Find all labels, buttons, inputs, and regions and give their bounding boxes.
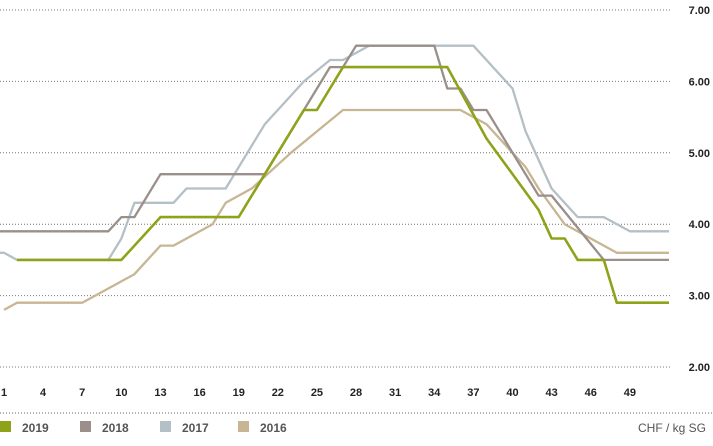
x-tick-label: 19 xyxy=(233,387,245,399)
legend: 2019 2018 2017 2016 xyxy=(0,421,287,435)
x-tick-label: 31 xyxy=(389,387,401,399)
x-tick-label: 25 xyxy=(311,387,323,399)
legend-swatch-2016 xyxy=(238,421,249,432)
y-tick-label: 2.00 xyxy=(689,362,710,374)
y-tick-label: 3.00 xyxy=(689,291,710,303)
x-tick-label: 10 xyxy=(115,387,127,399)
unit-label: CHF / kg SG xyxy=(638,421,706,435)
legend-swatch-2018 xyxy=(80,421,91,432)
x-tick-label: 37 xyxy=(467,387,479,399)
x-tick-label: 22 xyxy=(272,387,284,399)
x-tick-label: 4 xyxy=(40,387,47,399)
x-tick-labels: 1 4 7 10 13 16 19 22 25 28 31 34 37 40 43 46 49 xyxy=(1,387,636,399)
series-line-2017 xyxy=(0,44,669,262)
x-tick-label: 13 xyxy=(154,387,166,399)
x-tick-label: 49 xyxy=(624,387,636,399)
legend-label-2018: 2018 xyxy=(102,421,129,435)
series-line-2018 xyxy=(0,44,669,262)
legend-label-2019: 2019 xyxy=(22,421,49,435)
legend-swatch-2017 xyxy=(160,421,171,432)
legend-swatch-2019 xyxy=(0,421,11,432)
y-tick-label: 4.00 xyxy=(689,219,710,231)
y-tick-label: 5.00 xyxy=(689,148,710,160)
x-tick-label: 28 xyxy=(350,387,362,399)
x-tick-label: 7 xyxy=(79,387,85,399)
x-tick-label: 1 xyxy=(1,387,7,399)
legend-label-2017: 2017 xyxy=(182,421,209,435)
y-tick-label: 7.00 xyxy=(689,5,710,17)
x-tick-label: 43 xyxy=(546,387,558,399)
series-lines xyxy=(0,44,669,311)
series-line-2016 xyxy=(3,108,669,311)
series-line-2019 xyxy=(17,65,669,305)
x-tick-label: 46 xyxy=(585,387,597,399)
y-gridlines xyxy=(0,9,672,368)
y-tick-label: 6.00 xyxy=(689,76,710,88)
y-tick-labels: 2.00 3.00 4.00 5.00 6.00 7.00 xyxy=(689,5,710,374)
x-tick-label: 16 xyxy=(193,387,205,399)
x-tick-label: 40 xyxy=(506,387,518,399)
x-tick-label: 34 xyxy=(428,387,441,399)
legend-label-2016: 2016 xyxy=(260,421,287,435)
